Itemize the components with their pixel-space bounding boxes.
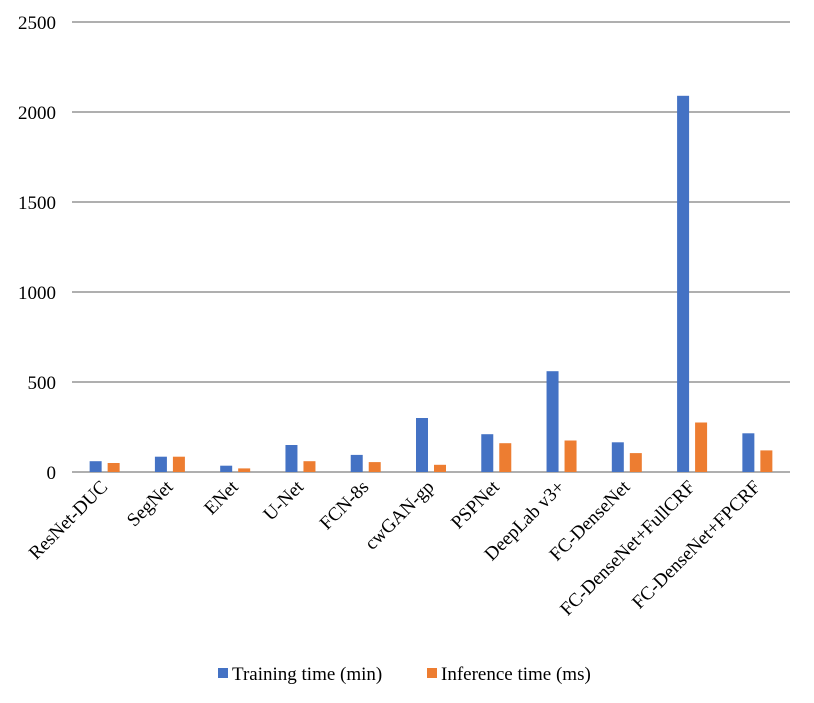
bar-training-4: [350, 454, 363, 472]
bar-inference-6: [499, 443, 512, 472]
legend-swatch-inference: [427, 668, 437, 678]
category-label: PSPNet: [447, 476, 504, 533]
bar-training-0: [89, 461, 102, 472]
bar-training-7: [546, 371, 559, 472]
legend-label-training: Training time (min): [232, 664, 382, 685]
y-tick-label: 1000: [18, 283, 56, 304]
bar-training-8: [611, 442, 624, 472]
bar-inference-3: [303, 461, 316, 472]
y-tick-label: 500: [28, 373, 57, 394]
category-label: ENet: [200, 476, 243, 519]
legend-label-inference: Inference time (ms): [441, 664, 591, 685]
bar-inference-10: [760, 450, 773, 472]
bar-training-1: [154, 456, 167, 472]
bar-training-9: [677, 95, 690, 473]
bars: [89, 95, 773, 473]
bar-inference-1: [172, 456, 185, 472]
legend-swatch-training: [218, 668, 228, 678]
bar-inference-7: [564, 440, 577, 472]
y-tick-label: 0: [47, 463, 57, 484]
bar-training-6: [481, 434, 494, 472]
category-label: ResNet-DUC: [25, 477, 112, 564]
category-label: FCN-8s: [316, 477, 373, 534]
bar-training-5: [416, 418, 428, 472]
y-tick-label: 2500: [18, 13, 56, 34]
bar-inference-9: [695, 422, 708, 472]
y-tick-label: 2000: [18, 103, 56, 124]
category-label: SegNet: [123, 476, 178, 531]
bar-training-3: [285, 445, 298, 472]
grid: [72, 21, 790, 473]
legend: Training time (min) Inference time (ms): [218, 664, 591, 685]
bar-inference-5: [434, 464, 446, 472]
bar-inference-8: [629, 453, 642, 472]
bar-inference-2: [238, 468, 251, 472]
category-label: U-Net: [260, 476, 309, 525]
bar-training-2: [220, 465, 233, 472]
category-label: cwGAN-gp: [361, 477, 439, 555]
category-label: FC-DenseNet+FPCRF: [628, 477, 765, 614]
bar-inference-0: [107, 463, 120, 472]
bar-inference-4: [368, 462, 381, 472]
bar-training-10: [742, 433, 755, 472]
y-axis-ticks: 0 500 1000 1500 2000 2500: [18, 13, 56, 484]
y-tick-label: 1500: [18, 193, 56, 214]
